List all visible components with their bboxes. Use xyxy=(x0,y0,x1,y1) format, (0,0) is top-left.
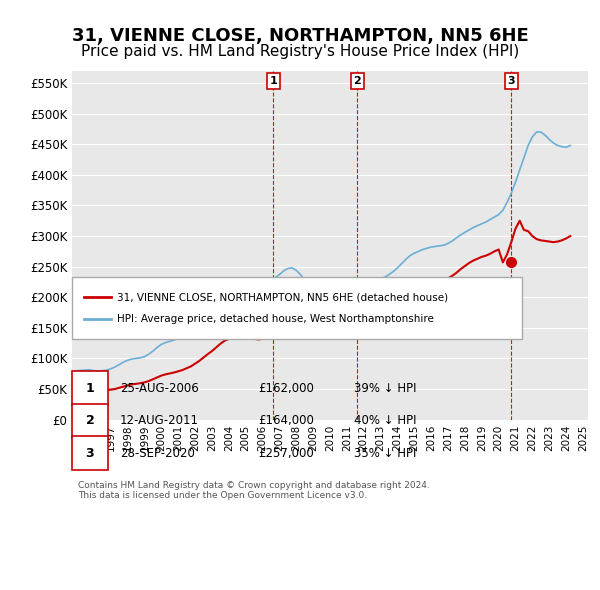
Text: 35% ↓ HPI: 35% ↓ HPI xyxy=(354,447,416,460)
Text: 31, VIENNE CLOSE, NORTHAMPTON, NN5 6HE: 31, VIENNE CLOSE, NORTHAMPTON, NN5 6HE xyxy=(71,27,529,45)
Text: £257,000: £257,000 xyxy=(258,447,314,460)
Text: 28-SEP-2020: 28-SEP-2020 xyxy=(120,447,195,460)
Text: 3: 3 xyxy=(86,447,94,460)
Text: 31, VIENNE CLOSE, NORTHAMPTON, NN5 6HE (detached house): 31, VIENNE CLOSE, NORTHAMPTON, NN5 6HE (… xyxy=(117,292,448,302)
Text: 2: 2 xyxy=(86,414,94,427)
Text: 25-AUG-2006: 25-AUG-2006 xyxy=(120,382,199,395)
Text: 2: 2 xyxy=(353,76,361,86)
Text: £162,000: £162,000 xyxy=(258,382,314,395)
Text: Price paid vs. HM Land Registry's House Price Index (HPI): Price paid vs. HM Land Registry's House … xyxy=(81,44,519,59)
Text: 40% ↓ HPI: 40% ↓ HPI xyxy=(354,414,416,427)
Text: Contains HM Land Registry data © Crown copyright and database right 2024.
This d: Contains HM Land Registry data © Crown c… xyxy=(78,481,430,500)
Text: 3: 3 xyxy=(508,76,515,86)
Text: HPI: Average price, detached house, West Northamptonshire: HPI: Average price, detached house, West… xyxy=(117,314,434,325)
Text: 1: 1 xyxy=(269,76,277,86)
Text: 12-AUG-2011: 12-AUG-2011 xyxy=(120,414,199,427)
Text: 39% ↓ HPI: 39% ↓ HPI xyxy=(354,382,416,395)
Text: 1: 1 xyxy=(86,382,94,395)
Text: £164,000: £164,000 xyxy=(258,414,314,427)
